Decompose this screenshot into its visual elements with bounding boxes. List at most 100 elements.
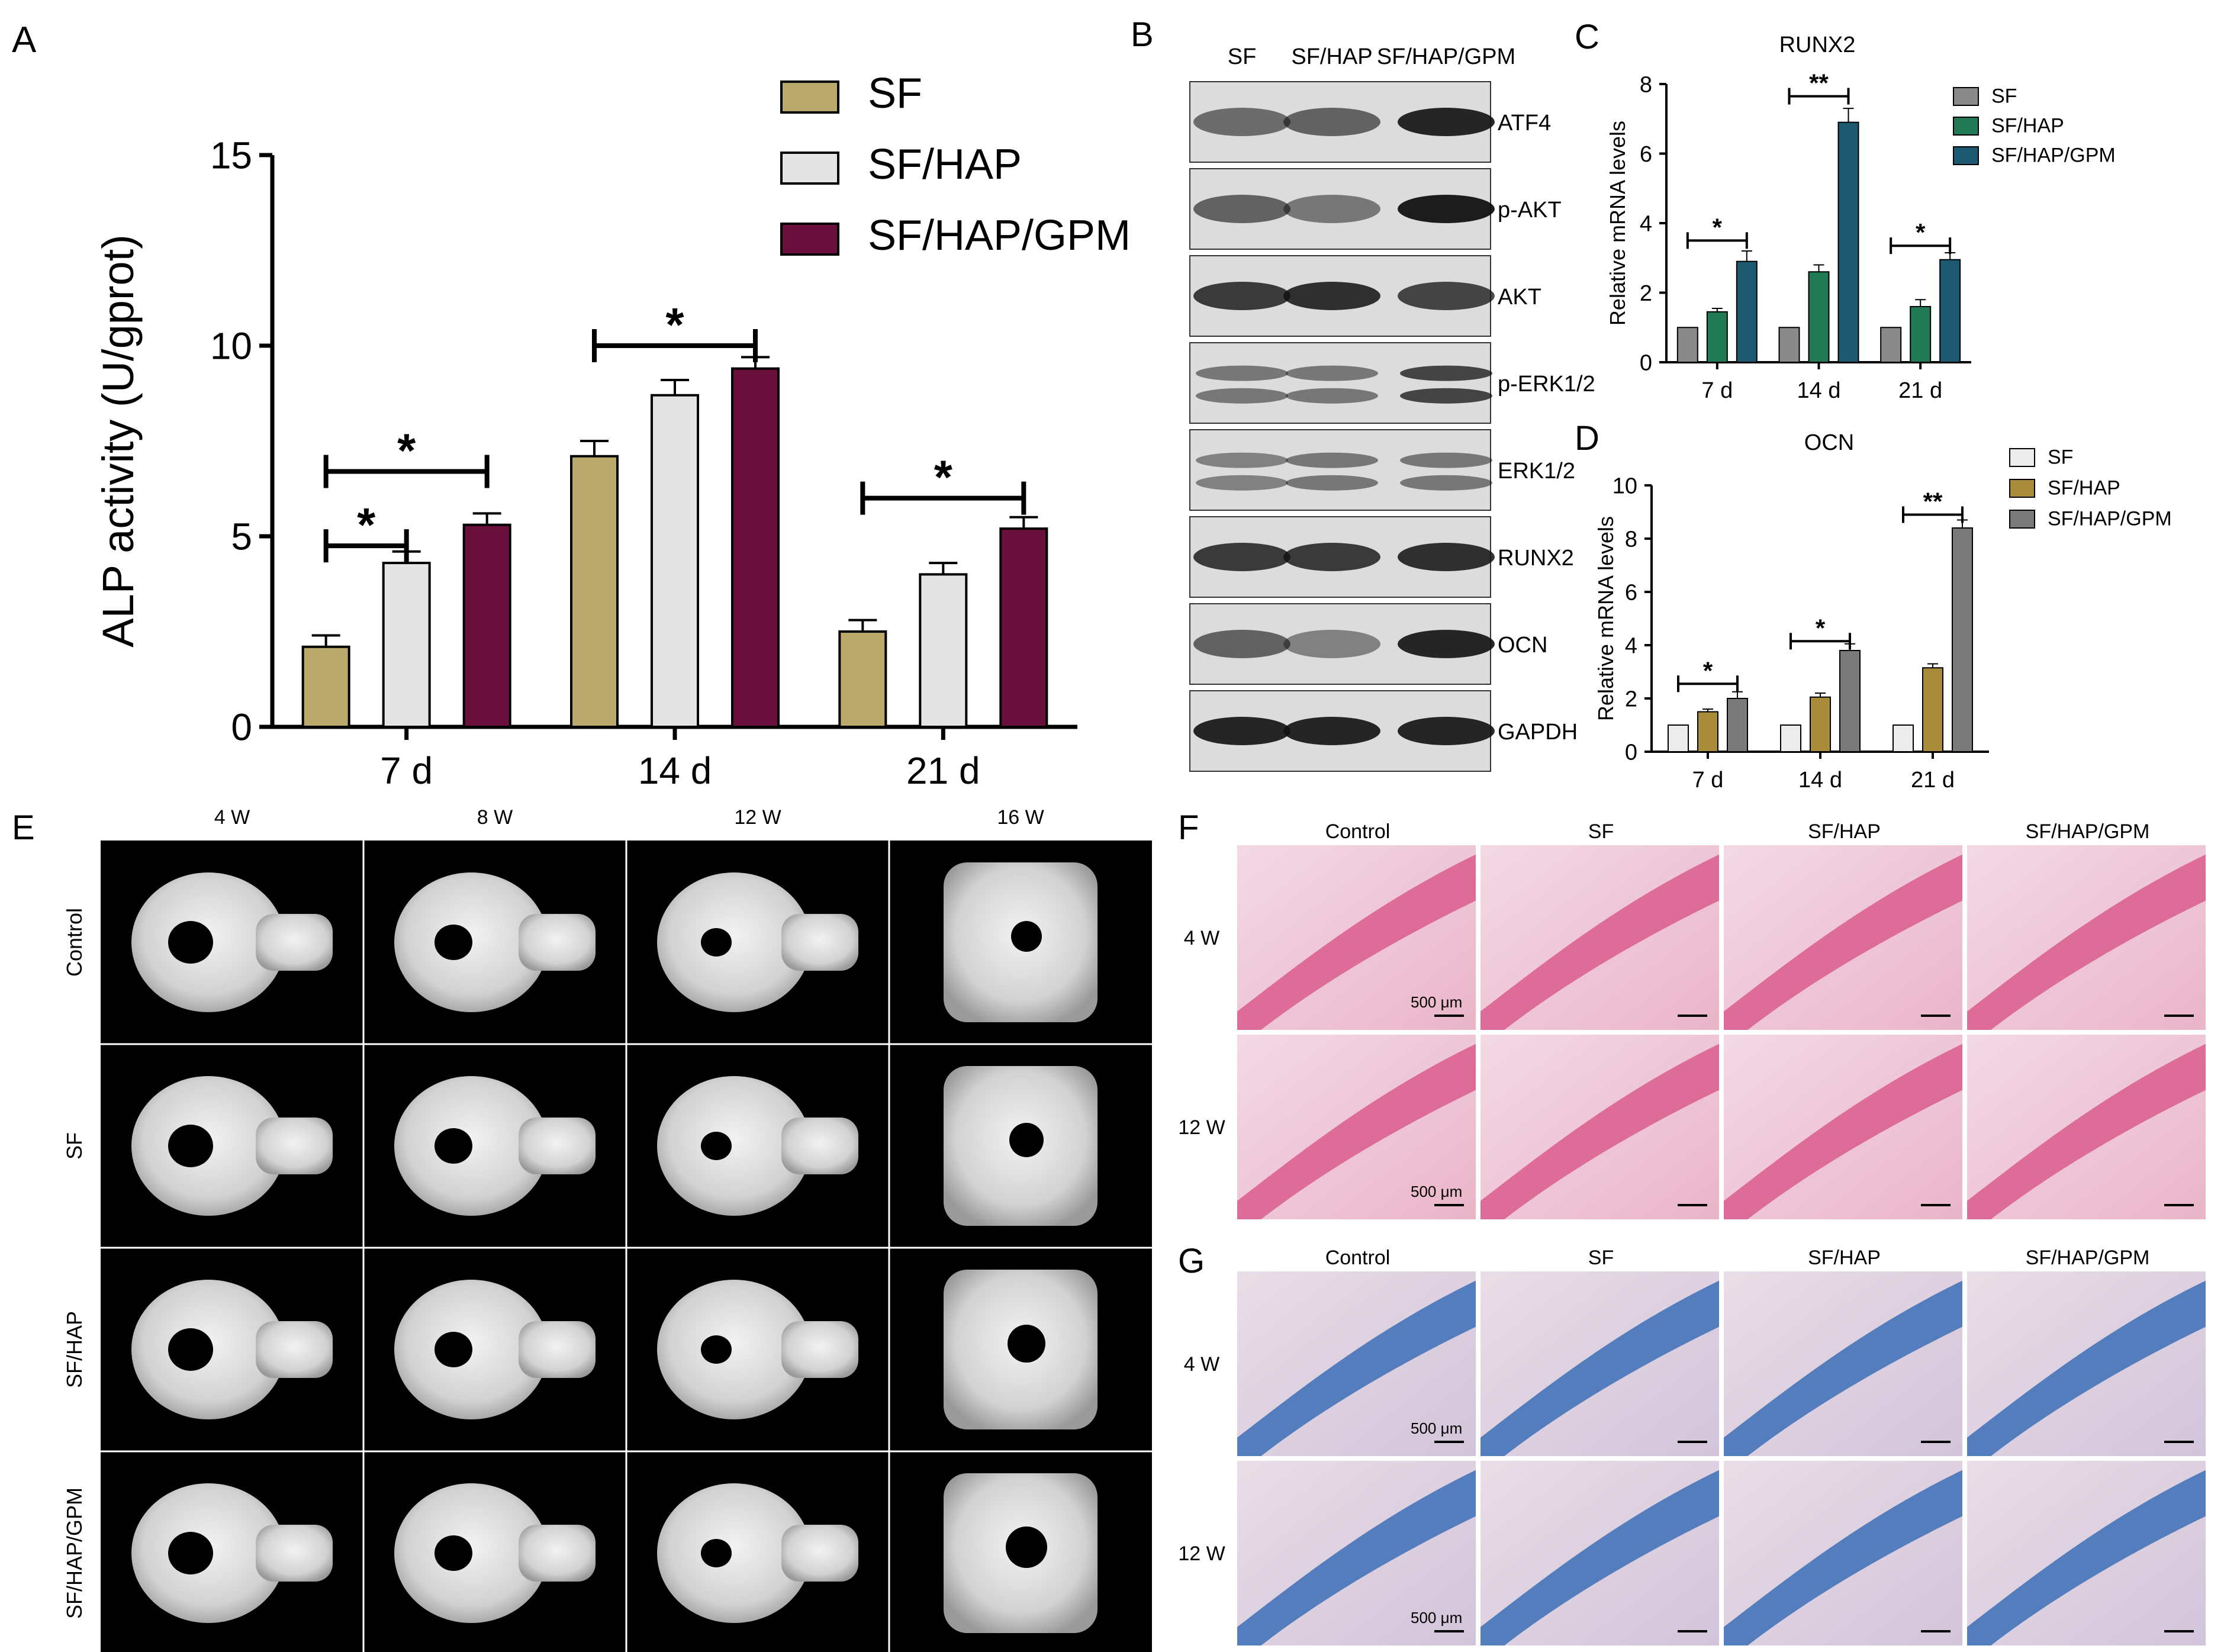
- blot-band-label: ERK1/2: [1498, 459, 1575, 484]
- skull-scan-snout: [519, 1118, 596, 1174]
- skull-defect: [701, 1539, 732, 1567]
- blot-band-label: AKT: [1498, 285, 1541, 310]
- chart-alp-activity: 0 5 10 15 ALP activity (U/gprot) 7 d 14 d 21 d *…: [94, 70, 1131, 792]
- significance-label: *: [1816, 614, 1826, 642]
- panel-letter-f: F: [1178, 809, 1199, 847]
- blot-band: [1196, 388, 1288, 404]
- chart-title: RUNX2: [1779, 33, 1856, 57]
- blot-column-label: SF: [1228, 44, 1257, 69]
- tissue-section: [1967, 1044, 2206, 1219]
- blot-band: [1283, 282, 1380, 310]
- legend-label: SF/HAP: [1991, 115, 2064, 137]
- blot-band: [1193, 630, 1290, 658]
- he-staining-grid: Control SF SF/HAP SF/HAP/GPM 4 W 500 μm 12 W 50…: [1178, 820, 2206, 1219]
- bar: [382, 562, 431, 729]
- significance-label: *: [1703, 656, 1713, 684]
- significance-label: *: [934, 451, 953, 504]
- tissue-section: [1724, 1470, 1962, 1645]
- blot-band-label: p-ERK1/2: [1498, 372, 1595, 397]
- skull-defect: [701, 1335, 732, 1364]
- y-tick-label: 2: [1640, 281, 1652, 306]
- micro-ct-grid: 4 W 8 W 12 W 16 W Control SF SF/HAP SF/HAP/GPM: [62, 806, 1152, 1652]
- blot-band: [1286, 452, 1378, 468]
- histology-row-label: 12 W: [1178, 1542, 1225, 1565]
- blot-band: [1398, 717, 1495, 745]
- blot-band: [1400, 365, 1492, 381]
- skull-scan: [657, 1280, 811, 1419]
- blot-band: [1398, 108, 1495, 136]
- blot-band-label: OCN: [1498, 633, 1547, 658]
- bar: [1880, 327, 1902, 363]
- legend-swatch: [1953, 146, 1979, 165]
- skull-scan-snout: [781, 1321, 858, 1378]
- legend-swatch: [1953, 87, 1979, 106]
- significance-label: **: [1923, 488, 1943, 516]
- ct-column-label: 12 W: [734, 806, 781, 829]
- skull-defect: [168, 1125, 213, 1167]
- bar: [1839, 650, 1861, 752]
- blot-band: [1400, 388, 1492, 404]
- blot-band: [1193, 195, 1290, 223]
- tissue-section: [1237, 1280, 1476, 1456]
- skull-scan-snout: [781, 1118, 858, 1174]
- y-tick-label: 2: [1625, 687, 1637, 711]
- tissue-section: [1237, 1470, 1476, 1645]
- histology-column-label: SF/HAP/GPM: [2026, 820, 2150, 843]
- panel-letter-c: C: [1575, 18, 1599, 56]
- tissue-section: [1480, 854, 1719, 1030]
- histology-column-label: SF: [1588, 1247, 1614, 1269]
- histology-column-label: Control: [1325, 820, 1391, 843]
- bar: [1893, 724, 1914, 752]
- panel-letter-d: D: [1575, 419, 1599, 458]
- blot-band: [1196, 365, 1288, 381]
- significance-label: *: [357, 498, 376, 551]
- legend-label: SF/HAP: [2048, 477, 2120, 500]
- y-tick-label: 0: [1625, 740, 1637, 765]
- bar: [1727, 698, 1748, 752]
- bar: [731, 367, 780, 728]
- x-tick-label: 21 d: [906, 749, 980, 792]
- blot-band: [1283, 717, 1380, 745]
- blot-band: [1193, 282, 1290, 310]
- scale-bar-label: 500 μm: [1411, 1609, 1462, 1627]
- legend-swatch: [2009, 479, 2035, 498]
- blot-band: [1196, 452, 1288, 468]
- y-tick-label: 8: [1640, 72, 1652, 97]
- bar: [462, 523, 511, 728]
- y-axis-label: Relative mRNA levels: [1594, 516, 1618, 721]
- legend-label: SF: [1991, 85, 2017, 108]
- panel-letter-g: G: [1178, 1242, 1205, 1280]
- histology-column-label: SF/HAP/GPM: [2026, 1247, 2150, 1269]
- panel-letter-b: B: [1131, 15, 1154, 54]
- blot-band: [1193, 108, 1290, 136]
- histology-row-label: 4 W: [1184, 1353, 1219, 1376]
- y-tick-label: 4: [1640, 211, 1652, 236]
- x-tick-label: 14 d: [638, 749, 712, 792]
- bar: [1810, 696, 1831, 752]
- skull-scan-snout: [256, 1118, 333, 1174]
- histology-column-label: SF/HAP: [1808, 820, 1881, 843]
- skull-defect: [434, 925, 472, 960]
- legend-swatch: [2009, 510, 2035, 529]
- legend-swatch: [2009, 448, 2035, 467]
- y-tick-label: 6: [1640, 142, 1652, 167]
- ct-row-label: Control: [62, 908, 86, 977]
- blot-band: [1400, 475, 1492, 491]
- y-tick-label: 0: [1640, 350, 1652, 375]
- bar: [1668, 724, 1689, 752]
- blot-band: [1283, 195, 1380, 223]
- blot-band: [1193, 717, 1290, 745]
- skull-scan-snout: [781, 1525, 858, 1582]
- blot-column-label: SF/HAP/GPM: [1377, 44, 1515, 69]
- legend-swatch: [780, 223, 839, 256]
- skull-scan-snout: [519, 1321, 596, 1378]
- histology-row-label: 12 W: [1178, 1116, 1225, 1139]
- y-tick-label: 10: [1613, 474, 1637, 498]
- blot-band: [1398, 282, 1495, 310]
- significance-label: *: [665, 298, 684, 351]
- blot-band-label: p-AKT: [1498, 198, 1562, 223]
- x-tick-label: 7 d: [380, 749, 433, 792]
- blot-band: [1193, 543, 1290, 571]
- skull-defect: [434, 1128, 472, 1164]
